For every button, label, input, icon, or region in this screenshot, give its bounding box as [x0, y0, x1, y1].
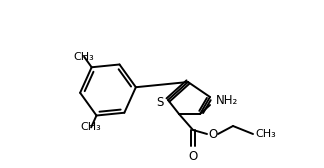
Text: NH₂: NH₂: [216, 94, 238, 107]
Text: O: O: [188, 150, 198, 163]
Text: CH₃: CH₃: [74, 52, 94, 62]
Text: O: O: [208, 128, 218, 140]
Text: CH₃: CH₃: [255, 129, 276, 139]
Text: CH₃: CH₃: [81, 122, 101, 132]
Text: S: S: [156, 95, 164, 109]
